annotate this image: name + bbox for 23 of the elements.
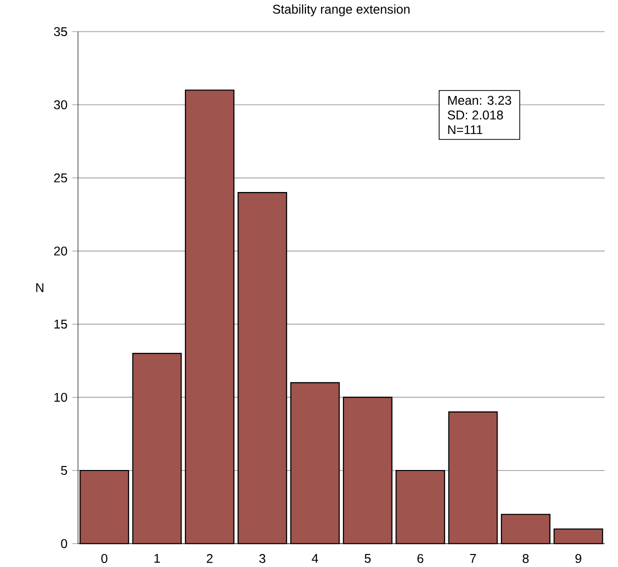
annotation: Mean: 3.23 <box>448 96 512 105</box>
y-tick-label: 20 <box>54 246 68 256</box>
x-tick-label: 8 <box>522 554 529 563</box>
x-tick-label: 3 <box>259 554 266 563</box>
y-tick-label: 35 <box>54 26 68 36</box>
x-tick-label: 2 <box>206 554 213 563</box>
chart-title: Stability range extension <box>272 4 410 16</box>
y-tick-label: 15 <box>54 320 68 328</box>
annotation: SD: 2.018 <box>448 110 503 120</box>
x-tick-label: 9 <box>575 554 582 563</box>
x-tick-label: 5 <box>364 554 371 563</box>
annotation: N=111 <box>448 125 482 134</box>
x-tick-label: 1 <box>154 554 160 563</box>
x-tick-label: 0 <box>101 554 108 563</box>
y-tick-label: 10 <box>54 392 68 402</box>
y-axis-title: N <box>36 283 44 292</box>
x-tick-label: 7 <box>470 554 476 563</box>
y-tick-label: 0 <box>61 538 68 548</box>
x-tick-label: 6 <box>417 554 424 563</box>
x-tick-label: 4 <box>312 554 318 563</box>
y-tick-label: 25 <box>54 173 68 182</box>
y-tick-label: 5 <box>61 466 68 475</box>
y-tick-label: 30 <box>54 100 68 110</box>
